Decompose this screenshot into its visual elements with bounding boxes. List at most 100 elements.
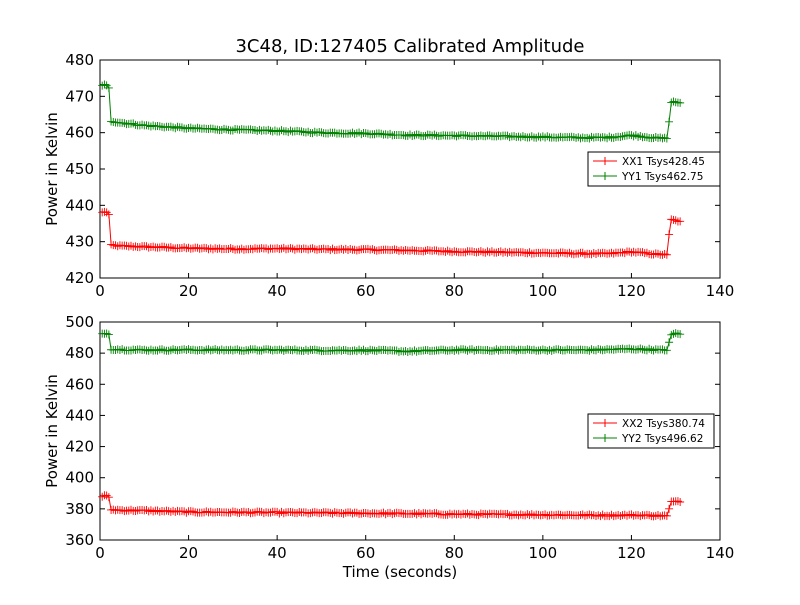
plot-top: 0 20 40 60 80 100 120 140 420 430 440 450 460 470 480 P…	[43, 51, 734, 300]
series-point	[419, 247, 428, 256]
series-point	[445, 346, 454, 355]
series-point	[456, 510, 465, 519]
series-point	[370, 130, 379, 139]
series-point	[669, 97, 678, 106]
series-point	[541, 510, 550, 519]
series-point	[642, 133, 651, 142]
series-point	[330, 128, 339, 137]
legend-label: XX2 Tsys380.74	[622, 418, 705, 430]
x-tick-label: 120	[617, 282, 646, 300]
series-point	[102, 208, 111, 217]
series-point	[667, 330, 676, 339]
series-point	[317, 128, 326, 137]
series-point	[155, 122, 164, 131]
series-point	[483, 346, 492, 355]
series-point	[131, 507, 140, 516]
series-point	[248, 245, 257, 254]
series-point	[671, 216, 680, 225]
y-axis-label: Power in Kelvin	[43, 112, 61, 226]
series-point	[355, 245, 364, 254]
series-point	[104, 210, 113, 219]
x-tick-label: 120	[617, 544, 646, 562]
y-tick-label: 500	[65, 313, 94, 331]
series-point	[286, 244, 295, 253]
series-point	[129, 119, 138, 128]
series-point	[392, 346, 401, 355]
series-point	[494, 346, 503, 355]
series-point	[598, 510, 607, 519]
series-point	[665, 338, 674, 347]
series-point	[432, 509, 441, 518]
series-point	[226, 244, 235, 253]
series-point	[372, 347, 381, 356]
series-point	[430, 130, 439, 139]
y-tick-label: 440	[65, 406, 94, 424]
series-point	[102, 329, 111, 338]
x-tick-label: 0	[95, 282, 105, 300]
series-point	[580, 511, 589, 520]
series-point	[282, 245, 290, 254]
series-point	[104, 330, 113, 339]
legend-label: YY1 Tsys462.75	[621, 171, 703, 183]
series-point	[146, 345, 155, 354]
y-tick-label: 420	[65, 269, 94, 287]
series-point	[662, 346, 671, 355]
series-point	[164, 346, 173, 355]
series-point	[530, 345, 538, 354]
series-point	[138, 120, 147, 129]
series-point	[100, 207, 109, 216]
series-point	[525, 248, 534, 257]
series-point	[578, 248, 587, 257]
series-point	[487, 247, 496, 256]
series-point	[315, 127, 324, 136]
x-tick-label: 140	[706, 544, 735, 562]
legend-marker	[601, 434, 609, 442]
series-point	[662, 134, 671, 143]
series-point	[660, 250, 669, 259]
series-point	[279, 509, 288, 518]
series-point	[310, 345, 319, 354]
series-point	[158, 345, 166, 354]
series-point	[616, 132, 625, 141]
series-point	[180, 243, 189, 252]
y-tick-label: 480	[65, 344, 94, 362]
series-point	[636, 132, 645, 141]
series-point	[228, 126, 237, 135]
series-point	[246, 509, 255, 518]
series-point	[109, 118, 118, 127]
series-point	[184, 345, 193, 354]
series-point	[182, 508, 191, 517]
series-point	[115, 345, 124, 354]
series-point	[468, 247, 476, 256]
series-point	[412, 347, 421, 356]
series-point	[592, 250, 600, 259]
series-point	[676, 217, 685, 226]
series-point	[461, 131, 470, 140]
series-point	[366, 345, 375, 354]
series-point	[671, 329, 680, 338]
series-point	[288, 508, 297, 517]
series-1	[98, 491, 685, 521]
series-point	[118, 345, 127, 354]
series-point	[257, 346, 266, 355]
series-point	[649, 346, 658, 355]
series-point	[149, 121, 158, 130]
series-point	[264, 245, 273, 254]
series-point	[452, 132, 461, 141]
series-point	[290, 245, 299, 254]
series-point	[408, 131, 417, 140]
series-point	[574, 249, 583, 258]
series-point	[388, 510, 397, 519]
plot-bottom: 0 20 40 60 80 100 120 140 360 380 400 420 440 460 480 5…	[43, 313, 734, 581]
series-point	[439, 345, 448, 354]
series-point	[164, 243, 173, 252]
series-point	[104, 83, 113, 92]
y-tick-label: 430	[65, 233, 94, 251]
series-point	[665, 230, 674, 239]
series-2	[98, 80, 685, 143]
legend: XX1 Tsys428.45 YY1 Tsys462.75	[587, 151, 721, 187]
series-point	[470, 346, 479, 355]
y-tick-label: 380	[65, 500, 94, 518]
x-tick-label: 20	[179, 282, 198, 300]
